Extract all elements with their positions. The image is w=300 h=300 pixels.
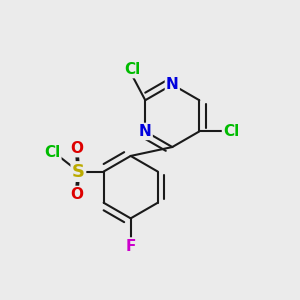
Text: N: N [139, 124, 152, 139]
Text: O: O [70, 141, 83, 156]
Text: Cl: Cl [223, 124, 239, 139]
Text: F: F [125, 238, 136, 253]
Text: Cl: Cl [124, 62, 140, 77]
Text: S: S [72, 163, 85, 181]
Text: O: O [70, 187, 83, 202]
Text: Cl: Cl [44, 145, 60, 160]
Text: N: N [166, 77, 179, 92]
